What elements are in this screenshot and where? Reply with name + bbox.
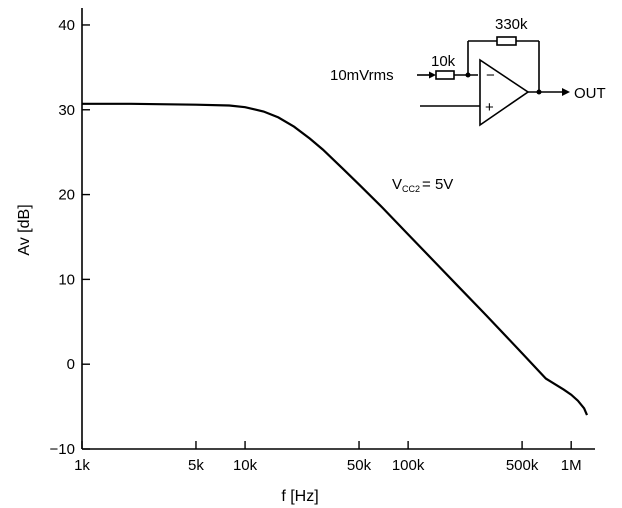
- op-amp-circuit: [417, 36, 570, 127]
- y-tick-label: −10: [50, 441, 75, 458]
- y-tick-label: 20: [58, 187, 75, 204]
- vcc-annotation-v: V: [392, 176, 402, 193]
- input-resistor-label: 10k: [431, 53, 456, 70]
- x-axis-title: f [Hz]: [281, 488, 318, 505]
- y-tick-label: 40: [58, 17, 75, 34]
- y-ticks: 40 30 20 10 0 −10: [50, 17, 90, 458]
- noninverting-input-sign: +: [485, 99, 494, 116]
- vcc-annotation-sub: CC2: [402, 184, 420, 194]
- input-resistor: [435, 70, 455, 80]
- x-tick-label: 50k: [347, 457, 372, 474]
- x-tick-label: 500k: [506, 457, 539, 474]
- y-axis-title: Av [dB]: [16, 204, 33, 255]
- feedback-resistor-label: 330k: [495, 16, 528, 33]
- output-label: OUT: [574, 85, 606, 102]
- x-tick-label: 1k: [74, 457, 90, 474]
- output-arrow-head: [562, 88, 570, 96]
- y-tick-label: 10: [58, 271, 75, 288]
- x-tick-label: 100k: [392, 457, 425, 474]
- x-ticks: 1k 5k 10k 50k 100k 500k 1M: [74, 441, 582, 474]
- vcc-annotation: VCC2 = 5V: [392, 176, 453, 194]
- inverting-input-sign: −: [486, 67, 495, 84]
- input-signal-label: 10mVrms: [330, 67, 394, 84]
- y-tick-label: 30: [58, 102, 75, 119]
- input-arrow-head: [429, 71, 436, 79]
- vcc-annotation-rest: = 5V: [422, 176, 453, 193]
- x-tick-label: 5k: [188, 457, 204, 474]
- op-amp-triangle: [479, 58, 530, 127]
- feedback-resistor: [496, 36, 517, 46]
- output-node: [536, 89, 542, 95]
- x-tick-label: 1M: [561, 457, 582, 474]
- y-tick-label: 0: [67, 356, 75, 373]
- gain-curve: [82, 102, 589, 416]
- x-tick-label: 10k: [233, 457, 258, 474]
